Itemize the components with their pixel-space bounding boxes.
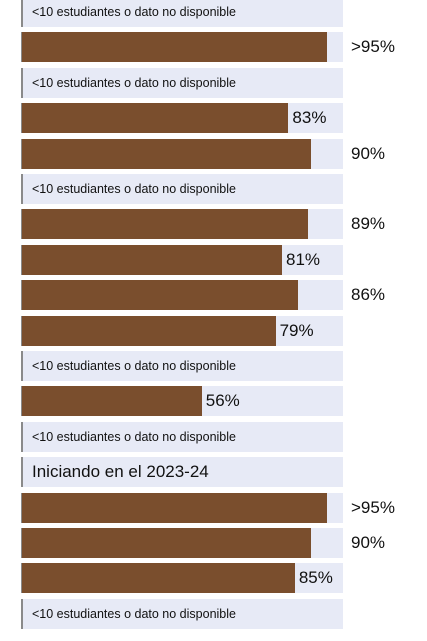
axis-line	[21, 0, 23, 27]
bar	[22, 528, 311, 558]
data-label: 90%	[351, 533, 386, 552]
data-label: 89%	[351, 214, 386, 234]
data-label: 81%	[284, 244, 323, 275]
data-label: 79%	[277, 315, 316, 346]
axis-line	[21, 457, 23, 488]
bar-track	[22, 598, 343, 629]
bar-track	[22, 457, 343, 488]
data-label: 90%	[351, 143, 386, 163]
no-data-label: <10 estudiantes o dato no disponible	[32, 606, 236, 621]
no-data-label: <10 estudiantes o dato no disponible	[32, 359, 236, 373]
section-heading: Iniciando en el 2023-24	[32, 462, 209, 482]
bar	[22, 563, 295, 594]
bar	[22, 492, 327, 523]
bar	[22, 315, 276, 346]
no-data-label: <10 estudiantes o dato no disponible	[32, 429, 236, 444]
bar-track	[22, 0, 343, 27]
data-label: 85%	[296, 563, 335, 594]
bar	[22, 32, 327, 63]
data-label: 86%	[351, 285, 386, 305]
bar	[22, 386, 202, 417]
data-label: 83%	[290, 103, 329, 134]
data-label: >95%	[351, 37, 395, 57]
axis-line	[21, 174, 23, 204]
bar	[22, 280, 299, 311]
axis-line	[21, 67, 23, 98]
bar	[22, 103, 289, 134]
data-label: >95%	[351, 497, 395, 517]
no-data-label: <10 estudiantes o dato no disponible	[32, 5, 236, 19]
bar	[22, 244, 282, 275]
bar	[22, 138, 311, 169]
no-data-label: <10 estudiantes o dato no disponible	[32, 75, 236, 90]
axis-line	[21, 351, 23, 381]
axis-line	[21, 598, 23, 629]
data-label: 56%	[203, 386, 242, 417]
bar-track	[22, 174, 343, 204]
bar-track	[22, 351, 343, 381]
bar	[22, 209, 308, 240]
axis-line	[21, 421, 23, 452]
bar-track	[22, 421, 343, 452]
no-data-label: <10 estudiantes o dato no disponible	[32, 182, 236, 196]
bar-track	[22, 67, 343, 98]
